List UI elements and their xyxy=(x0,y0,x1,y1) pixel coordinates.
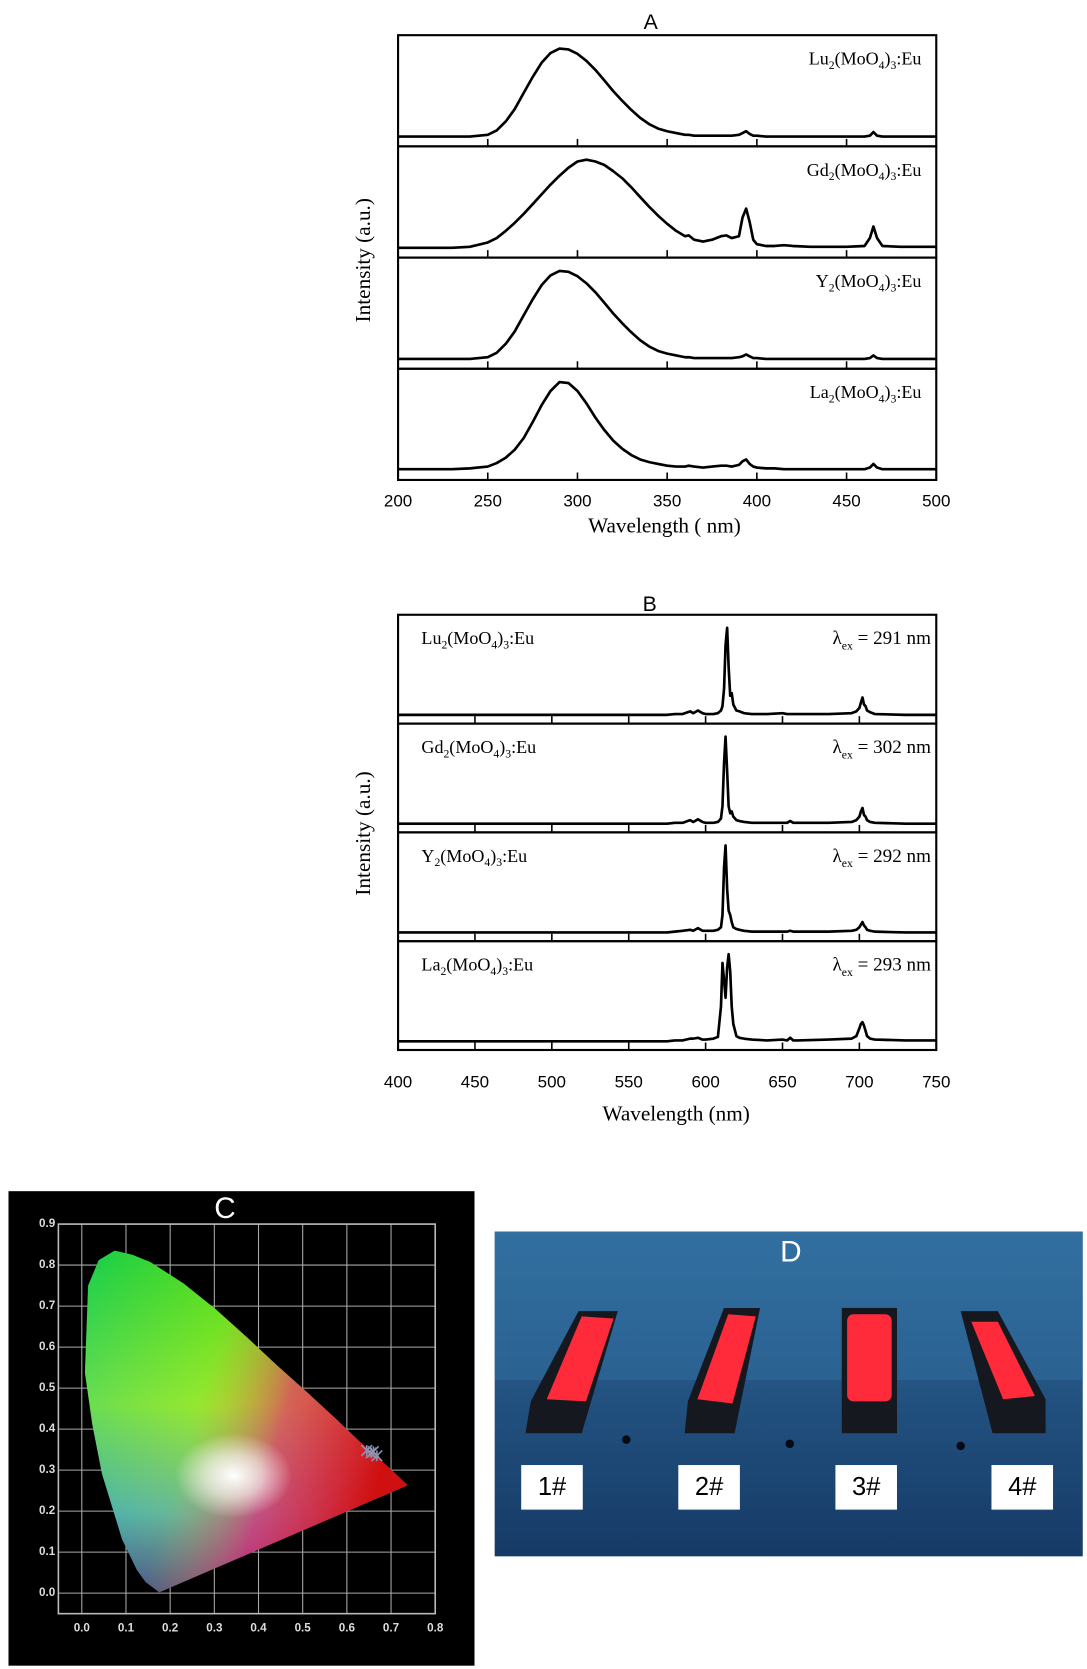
series-label: Lu2(MoO4)3:Eu xyxy=(809,49,922,72)
x-tick-label: 0.3 xyxy=(206,1622,223,1635)
y-tick-label: 0.6 xyxy=(39,1340,56,1353)
y-tick-label: 0.5 xyxy=(39,1381,56,1394)
x-tick-label: 0.7 xyxy=(383,1622,399,1635)
sample-label: 4# xyxy=(1008,1473,1037,1501)
x-tick-label: 600 xyxy=(691,1072,719,1091)
x-tick-label: 200 xyxy=(384,492,412,511)
x-tick-label: 400 xyxy=(743,492,771,511)
x-tick-label: 350 xyxy=(653,492,681,511)
y-tick-label: 0.1 xyxy=(39,1545,56,1558)
spectrum-line xyxy=(398,269,937,361)
excitation-label: λex = 292 nm xyxy=(833,846,932,870)
series-label: Lu2(MoO4)3:Eu xyxy=(421,628,534,651)
spectrum-line xyxy=(398,47,937,138)
series-label: La2(MoO4)3:Eu xyxy=(421,955,533,978)
series-label: Y2(MoO4)3:Eu xyxy=(816,271,922,294)
excitation-label: λex = 291 nm xyxy=(833,629,932,653)
chromaticity-point xyxy=(371,1449,383,1462)
series-label: Gd2(MoO4)3:Eu xyxy=(807,160,922,183)
y-tick-label: 0.9 xyxy=(39,1217,56,1230)
x-tick-label: 650 xyxy=(768,1072,796,1091)
x-tick-label: 750 xyxy=(922,1072,950,1091)
x-tick-label: 500 xyxy=(538,1072,566,1091)
photo xyxy=(494,1231,1083,1557)
subpanel-frame xyxy=(397,940,938,1052)
x-tick-label: 0.0 xyxy=(74,1622,90,1635)
x-tick-label: 0.1 xyxy=(118,1622,135,1635)
x-tick-label: 300 xyxy=(563,492,591,511)
panel-c-frame xyxy=(57,1223,437,1615)
y-tick-label: 0.2 xyxy=(39,1504,56,1517)
x-axis-label: Wavelength (nm) xyxy=(603,1102,750,1126)
x-tick-label: 450 xyxy=(832,492,860,511)
chart-title: A xyxy=(644,11,659,34)
x-tick-label: 700 xyxy=(845,1072,873,1091)
x-axis-label: Wavelength ( nm) xyxy=(588,514,741,538)
x-tick-label: 0.5 xyxy=(295,1622,312,1635)
x-tick-label: 400 xyxy=(384,1072,412,1091)
y-tick-label: 0.8 xyxy=(39,1258,56,1271)
spectrum-line xyxy=(398,952,937,1043)
spectrum-line xyxy=(398,735,937,825)
spectrum-line xyxy=(398,380,937,471)
series-label: Y2(MoO4)3:Eu xyxy=(421,846,527,869)
y-tick-label: 0.7 xyxy=(39,1299,55,1312)
y-tick-label: 0.3 xyxy=(39,1463,56,1476)
x-tick-label: 250 xyxy=(474,492,502,511)
x-tick-label: 0.8 xyxy=(427,1622,444,1635)
series-label: Gd2(MoO4)3:Eu xyxy=(421,737,536,760)
y-axis-label: Intensity (a.u.) xyxy=(351,198,375,322)
spectrum-line xyxy=(398,844,937,934)
x-tick-label: 500 xyxy=(922,492,950,511)
sample-label: 1# xyxy=(538,1473,567,1501)
chart-title: B xyxy=(643,593,657,616)
spectrum-line xyxy=(398,158,937,250)
photo-title: D xyxy=(780,1236,801,1269)
spectrum-line xyxy=(398,626,937,717)
x-tick-label: 0.4 xyxy=(250,1622,267,1635)
excitation-label: λex = 293 nm xyxy=(833,955,932,979)
x-tick-label: 550 xyxy=(615,1072,643,1091)
panel-c-title: C xyxy=(214,1192,235,1225)
y-axis-label: Intensity (a.u.) xyxy=(351,771,375,895)
y-tick-label: 0.4 xyxy=(39,1422,56,1435)
sample-label: 2# xyxy=(695,1473,724,1501)
x-tick-label: 450 xyxy=(461,1072,489,1091)
series-label: La2(MoO4)3:Eu xyxy=(810,382,922,405)
y-tick-label: 0.0 xyxy=(39,1586,55,1599)
excitation-label: λex = 302 nm xyxy=(833,737,932,761)
x-tick-label: 0.6 xyxy=(339,1622,356,1635)
x-tick-label: 0.2 xyxy=(162,1622,179,1635)
sample-label: 3# xyxy=(852,1473,881,1501)
